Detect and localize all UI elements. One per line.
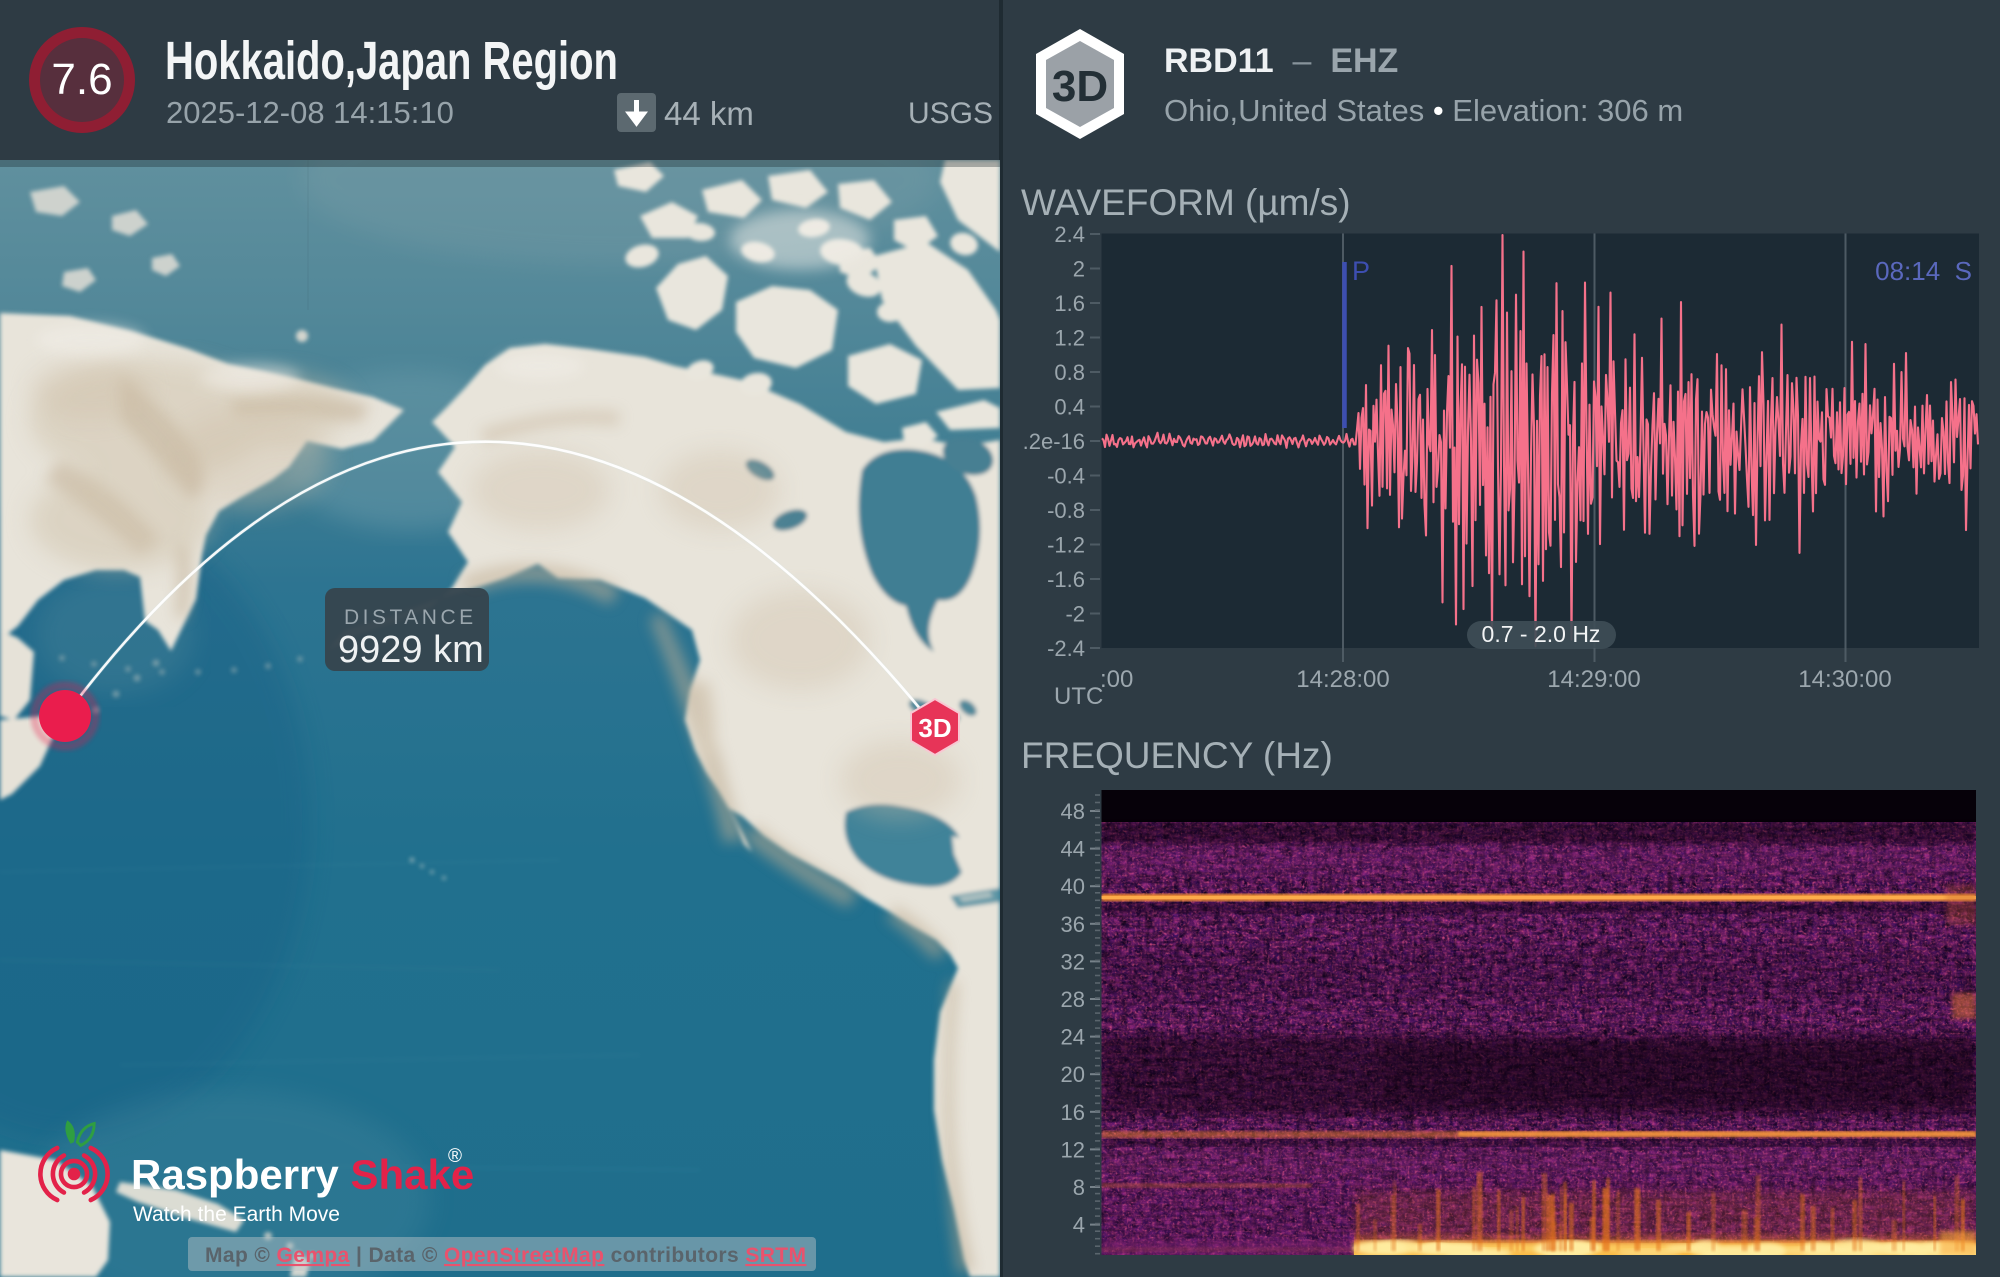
svg-text:36: 36	[1061, 912, 1085, 937]
svg-text:2.4: 2.4	[1054, 222, 1085, 247]
svg-text:3D: 3D	[918, 713, 951, 743]
svg-text:-0.8: -0.8	[1047, 498, 1085, 523]
svg-text:-0.4: -0.4	[1047, 464, 1085, 489]
svg-text:28: 28	[1061, 987, 1085, 1012]
svg-text:P: P	[1352, 256, 1370, 286]
svg-text:0.8: 0.8	[1054, 360, 1085, 385]
svg-text:24: 24	[1061, 1025, 1085, 1050]
svg-text:12: 12	[1061, 1137, 1085, 1162]
svg-text:44: 44	[1061, 837, 1085, 862]
svg-text:-1.6: -1.6	[1047, 567, 1085, 592]
svg-text::00: :00	[1100, 666, 1133, 693]
svg-text:-2.4: -2.4	[1047, 636, 1085, 661]
svg-text:WAVEFORM (µm/s): WAVEFORM (µm/s)	[1021, 182, 1351, 223]
svg-text:UTC: UTC	[1054, 683, 1103, 710]
svg-text:08:14 S: 08:14 S	[1875, 256, 1972, 286]
svg-text:48: 48	[1061, 799, 1085, 824]
svg-text:14:28:00: 14:28:00	[1296, 666, 1389, 693]
svg-text:Map © Gempa | Data © OpenStree: Map © Gempa | Data © OpenStreetMap contr…	[205, 1244, 806, 1267]
svg-text:40: 40	[1061, 874, 1085, 899]
svg-text:9929 km: 9929 km	[338, 629, 484, 671]
svg-text:-2: -2	[1065, 602, 1085, 627]
svg-text:1.6: 1.6	[1054, 291, 1085, 316]
svg-text:Watch the Earth Move: Watch the Earth Move	[133, 1203, 340, 1226]
svg-text:.2e-16: .2e-16	[1023, 429, 1085, 454]
svg-text:16: 16	[1061, 1100, 1085, 1125]
svg-text:-1.2: -1.2	[1047, 533, 1085, 558]
svg-text:DISTANCE: DISTANCE	[344, 606, 477, 629]
svg-text:14:29:00: 14:29:00	[1547, 666, 1640, 693]
svg-text:3D: 3D	[1052, 62, 1108, 111]
svg-text:8: 8	[1073, 1175, 1085, 1200]
svg-text:FREQUENCY (Hz): FREQUENCY (Hz)	[1021, 735, 1333, 776]
svg-text:1.2: 1.2	[1054, 326, 1085, 351]
svg-text:2: 2	[1073, 257, 1085, 282]
svg-text:4: 4	[1073, 1213, 1085, 1238]
svg-text:0.4: 0.4	[1054, 395, 1085, 420]
svg-text:14:30:00: 14:30:00	[1798, 666, 1891, 693]
svg-text:®: ®	[448, 1146, 462, 1167]
svg-text:0.7 - 2.0 Hz: 0.7 - 2.0 Hz	[1482, 621, 1601, 647]
svg-text:20: 20	[1061, 1062, 1085, 1087]
svg-text:32: 32	[1061, 949, 1085, 974]
svg-text:Raspberry Shake: Raspberry Shake	[131, 1151, 474, 1198]
